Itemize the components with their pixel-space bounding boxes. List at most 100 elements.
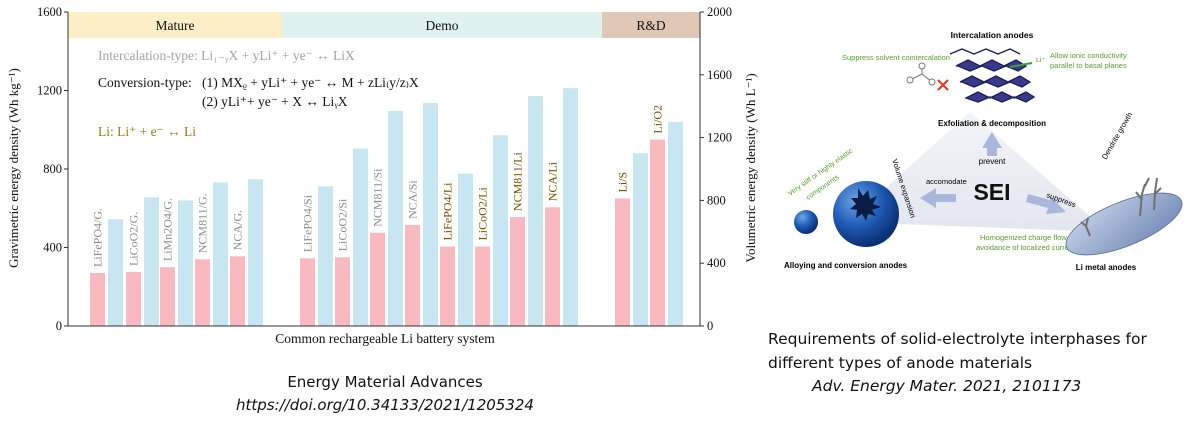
category-label: LiCoO2/Si [336,198,350,251]
bar-volumetric [108,219,123,326]
bar-volumetric [528,95,543,327]
category-label: NCM811/G. [196,193,210,253]
axes: 0 400 800 1200 1600 0 400 800 1200 1600 2000 [37,5,732,333]
bar-volumetric [563,88,578,327]
bar-gravimetric [195,259,210,326]
dendrite-growth-text: Dendrite growth [1100,111,1134,161]
group-band-rd [602,12,700,38]
conversion-type-label: Conversion-type: [98,75,192,90]
solvent-molecule-icon [906,62,936,86]
category-label: LiMn2O4/G. [161,198,175,261]
bar-gravimetric [545,207,560,326]
homogenized-text-1: Homogenized charge flow and [980,233,1081,242]
bar-volumetric [144,197,159,326]
category-label: LiCoO2/G. [127,212,141,266]
category-label: NCM811/Li [511,152,525,212]
prevent-arrow [982,132,1002,156]
exfoliation-text: Exfoliation & decomposition [938,119,1046,128]
category-label: NCM811/Si [371,168,385,227]
y-tick-label-right: 400 [707,256,726,270]
category-label: NCA/Li [546,161,560,201]
category-label: Li/S [616,172,630,193]
allow-conductivity-text-1: Allow ionic conductivity [1050,51,1127,60]
sei-schematic: Intercalation anodes Suppress solvent co… [784,30,1183,272]
system-group-bands: Mature Demo R&D [68,12,700,38]
conversion-equation-2: (2) yLi⁺+ ye⁻ + X ↔ LiᵧX [202,94,348,110]
y-tick-label-left: 800 [43,162,62,176]
right-caption-line1: Requirements of solid-electrolyte interp… [768,330,1147,348]
y-axis-left-title: Gravimetric energy density (Wh kg⁻¹) [6,68,21,268]
category-label: LiFePO4/G. [91,208,105,267]
bar-gravimetric [405,224,420,326]
bar-volumetric [668,121,683,327]
bar-volumetric [353,148,368,326]
category-label: NCA/Si [406,180,420,219]
alloying-anodes-title: Alloying and conversion anodes [784,261,908,270]
bar-gravimetric [650,139,665,326]
li-insertion-arrow [1009,62,1033,68]
li-metal-anodes-title: Li metal anodes [1076,263,1137,272]
bar-gravimetric [440,246,455,326]
li-metal-equation: Li: Li⁺ + e⁻ ↔ Li [98,124,196,139]
right-caption-reference: Adv. Energy Mater. 2021, 2101173 [812,377,1082,395]
bar-gravimetric [160,267,175,326]
li-ion-label: Li⁺ [1036,57,1045,64]
blocked-cointercalation-icon [937,79,949,91]
intercalation-equation: Intercalation-type: Li₁₋ᵧX + yLi⁺ + ye⁻ … [98,48,355,64]
bar-gravimetric [335,257,350,326]
bar-volumetric [178,200,193,326]
category-label: LiCoO2/Li [476,187,490,241]
y-tick-label-left: 1200 [37,84,62,98]
bar-volumetric [248,179,263,326]
bar-gravimetric [370,232,385,326]
li-metal-disk [1065,192,1183,256]
group-band-demo [282,12,602,38]
y-tick-label-right: 2000 [707,5,732,19]
bar-gravimetric [615,198,630,326]
y-tick-label-right: 1600 [707,68,732,82]
bar-volumetric [493,135,508,326]
y-tick-label-left: 0 [56,319,62,333]
intercalation-anodes-title: Intercalation anodes [951,30,1034,40]
category-label: LiFePO4/Li [441,182,455,241]
right-caption-line2: different types of anode materials [768,354,1033,372]
category-label: NCA/G. [231,210,245,250]
y-tick-label-right: 0 [707,319,713,333]
accomodate-text: accomodate [926,177,967,186]
bar-gravimetric [126,272,141,326]
bar-volumetric [388,110,403,326]
prevent-text: prevent [979,157,1006,166]
y-axis-right-title: Volumetric energy density (Wh L⁻¹) [743,73,758,262]
bar-gravimetric [90,273,105,326]
allow-conductivity-text-2: parallel to basal planes [1050,61,1127,70]
y-tick-label-left: 1600 [37,5,62,19]
particle-crack-icon [850,188,881,221]
conversion-equation-1: (1) MXᵨ + yLi⁺ + ye⁻ ↔ M + zLi₍y/z₎X [202,75,419,90]
energy-density-chart: Mature Demo R&D LiFePO4/G. LiCoO2/G. LiMn2O4… [6,5,758,346]
bar-series: LiFePO4/G. LiCoO2/G. LiMn2O4/G. NCM811/G. NC… [90,88,683,327]
small-anode-particle [794,210,818,234]
bar-volumetric [213,182,228,326]
bar-volumetric [458,173,473,326]
bar-gravimetric [510,217,525,326]
reaction-annotations: Intercalation-type: Li₁₋ᵧX + yLi⁺ + ye⁻ … [98,48,419,139]
homogenized-text-2: avoidance of localized currents [976,243,1079,252]
group-label: Mature [156,18,195,33]
bar-gravimetric [300,258,315,326]
bar-volumetric [318,186,333,326]
sei-label: SEI [973,179,1010,205]
group-label: R&D [636,18,666,33]
suppress-arrow [1026,194,1066,214]
suppress-cointercalation-text: Suppress solvent cointercalation [842,53,950,62]
bar-gravimetric [230,256,245,326]
group-band-mature [68,12,282,38]
category-label: Li/O2 [651,105,665,134]
x-axis-title: Common rechargeable Li battery system [275,331,495,346]
left-source-journal: Energy Material Advances [287,373,483,391]
left-source-doi[interactable]: https://doi.org/10.34133/2021/1205324 [236,396,534,414]
bar-gravimetric [475,246,490,326]
bar-volumetric [423,103,438,326]
bar-volumetric [633,153,648,326]
dendrite-icons [1080,177,1162,237]
y-tick-label-right: 1200 [707,131,732,145]
